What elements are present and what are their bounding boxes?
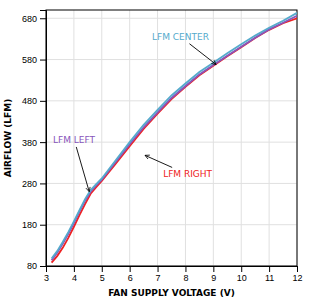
y-tick-mark: [40, 101, 46, 102]
x-tick-mark: [269, 266, 270, 272]
x-tick: 11: [265, 266, 274, 283]
grid: [46, 10, 297, 266]
x-tick-mark: [130, 266, 131, 272]
y-tick: 280: [22, 179, 46, 189]
x-tick: 7: [156, 266, 161, 283]
x-tick-mark: [297, 266, 298, 272]
grid-line-x: [157, 10, 158, 266]
grid-line-x: [101, 10, 102, 266]
y-tick-label: 280: [22, 179, 37, 189]
y-tick-label: 680: [22, 14, 37, 24]
x-tick-label: 10: [237, 273, 247, 283]
x-tick-label: 4: [72, 273, 77, 283]
x-tick: 6: [128, 266, 133, 283]
grid-line-y: [46, 18, 297, 19]
y-tick-label: 480: [22, 96, 37, 106]
annotation-text: LFM RIGHT: [163, 169, 212, 179]
x-tick: 12: [292, 266, 302, 283]
x-tick: 8: [183, 266, 188, 283]
grid-line-x: [213, 10, 214, 266]
grid-line-x: [269, 10, 270, 266]
x-tick-label: 5: [100, 273, 105, 283]
x-axis: 3 4 5 6 7 8 9 10 11 12: [44, 266, 303, 283]
annotation-arrow: [145, 155, 172, 167]
y-tick-label: 180: [22, 220, 37, 230]
annotation-text: LFM CENTER: [152, 32, 209, 42]
grid-line-y: [46, 100, 297, 101]
y-tick-label: 80: [27, 261, 37, 271]
y-tick: 380: [22, 138, 46, 148]
x-tick-mark: [213, 266, 214, 272]
y-tick-label: 380: [22, 138, 37, 148]
x-tick-mark: [74, 266, 75, 272]
annotation-arrow: [189, 44, 216, 65]
x-tick: 4: [72, 266, 77, 283]
series-line: [52, 13, 297, 259]
x-tick-label: 8: [183, 273, 188, 283]
plot: 3 4 5 6 7 8 9 10 11 12 80 180 280 380 480 580 680 LFM CEN…: [22, 10, 303, 283]
y-tick-mark: [40, 266, 46, 267]
series-group: [52, 13, 297, 263]
x-tick-mark: [241, 266, 242, 272]
y-tick-mark: [40, 142, 46, 143]
y-tick-mark: [40, 60, 46, 61]
x-tick-mark: [102, 266, 103, 272]
x-tick-label: 3: [44, 273, 49, 283]
x-tick-label: 9: [211, 273, 216, 283]
x-tick-mark: [158, 266, 159, 272]
x-tick: 5: [100, 266, 105, 283]
x-axis-line: [47, 267, 298, 273]
y-tick: 80: [27, 261, 46, 271]
annotation-text: LFM LEFT: [53, 135, 96, 145]
x-tick-label: 7: [156, 273, 161, 283]
x-axis-title: FAN SUPPLY VOLTAGE (V): [108, 288, 235, 298]
y-axis: 80 180 280 380 480 580 680: [22, 11, 47, 272]
grid-line-x: [129, 10, 130, 266]
y-axis-title: AIRFLOW (LFM): [3, 99, 13, 178]
x-tick-label: 11: [265, 273, 274, 283]
x-tick: 9: [211, 266, 216, 283]
y-tick-mark: [40, 183, 46, 184]
x-tick-label: 12: [292, 273, 302, 283]
x-tick-label: 6: [128, 273, 133, 283]
series-line: [52, 18, 297, 262]
y-tick: 480: [22, 96, 46, 106]
y-tick: 680: [22, 14, 46, 24]
y-tick-mark: [40, 225, 46, 226]
y-tick: 580: [22, 55, 46, 65]
annotations: LFM CENTER LFM LEFT LFM RIGHT: [53, 32, 216, 192]
x-tick-mark: [185, 266, 186, 272]
y-tick: 180: [22, 220, 46, 230]
grid-line-y: [46, 59, 297, 60]
chart: 3 4 5 6 7 8 9 10 11 12 80 180 280 380 480 580 680 LFM CEN…: [0, 0, 309, 302]
x-tick: 10: [237, 266, 247, 283]
y-tick-label: 580: [22, 55, 37, 65]
plot-frame: [46, 10, 297, 266]
series-line: [52, 16, 297, 260]
y-tick-mark: [40, 18, 46, 19]
annotation-arrow: [76, 147, 89, 192]
grid-line-y: [46, 183, 297, 184]
x-tick: 3: [44, 266, 49, 283]
grid-line-y: [46, 224, 297, 225]
grid-line-x: [185, 10, 186, 266]
